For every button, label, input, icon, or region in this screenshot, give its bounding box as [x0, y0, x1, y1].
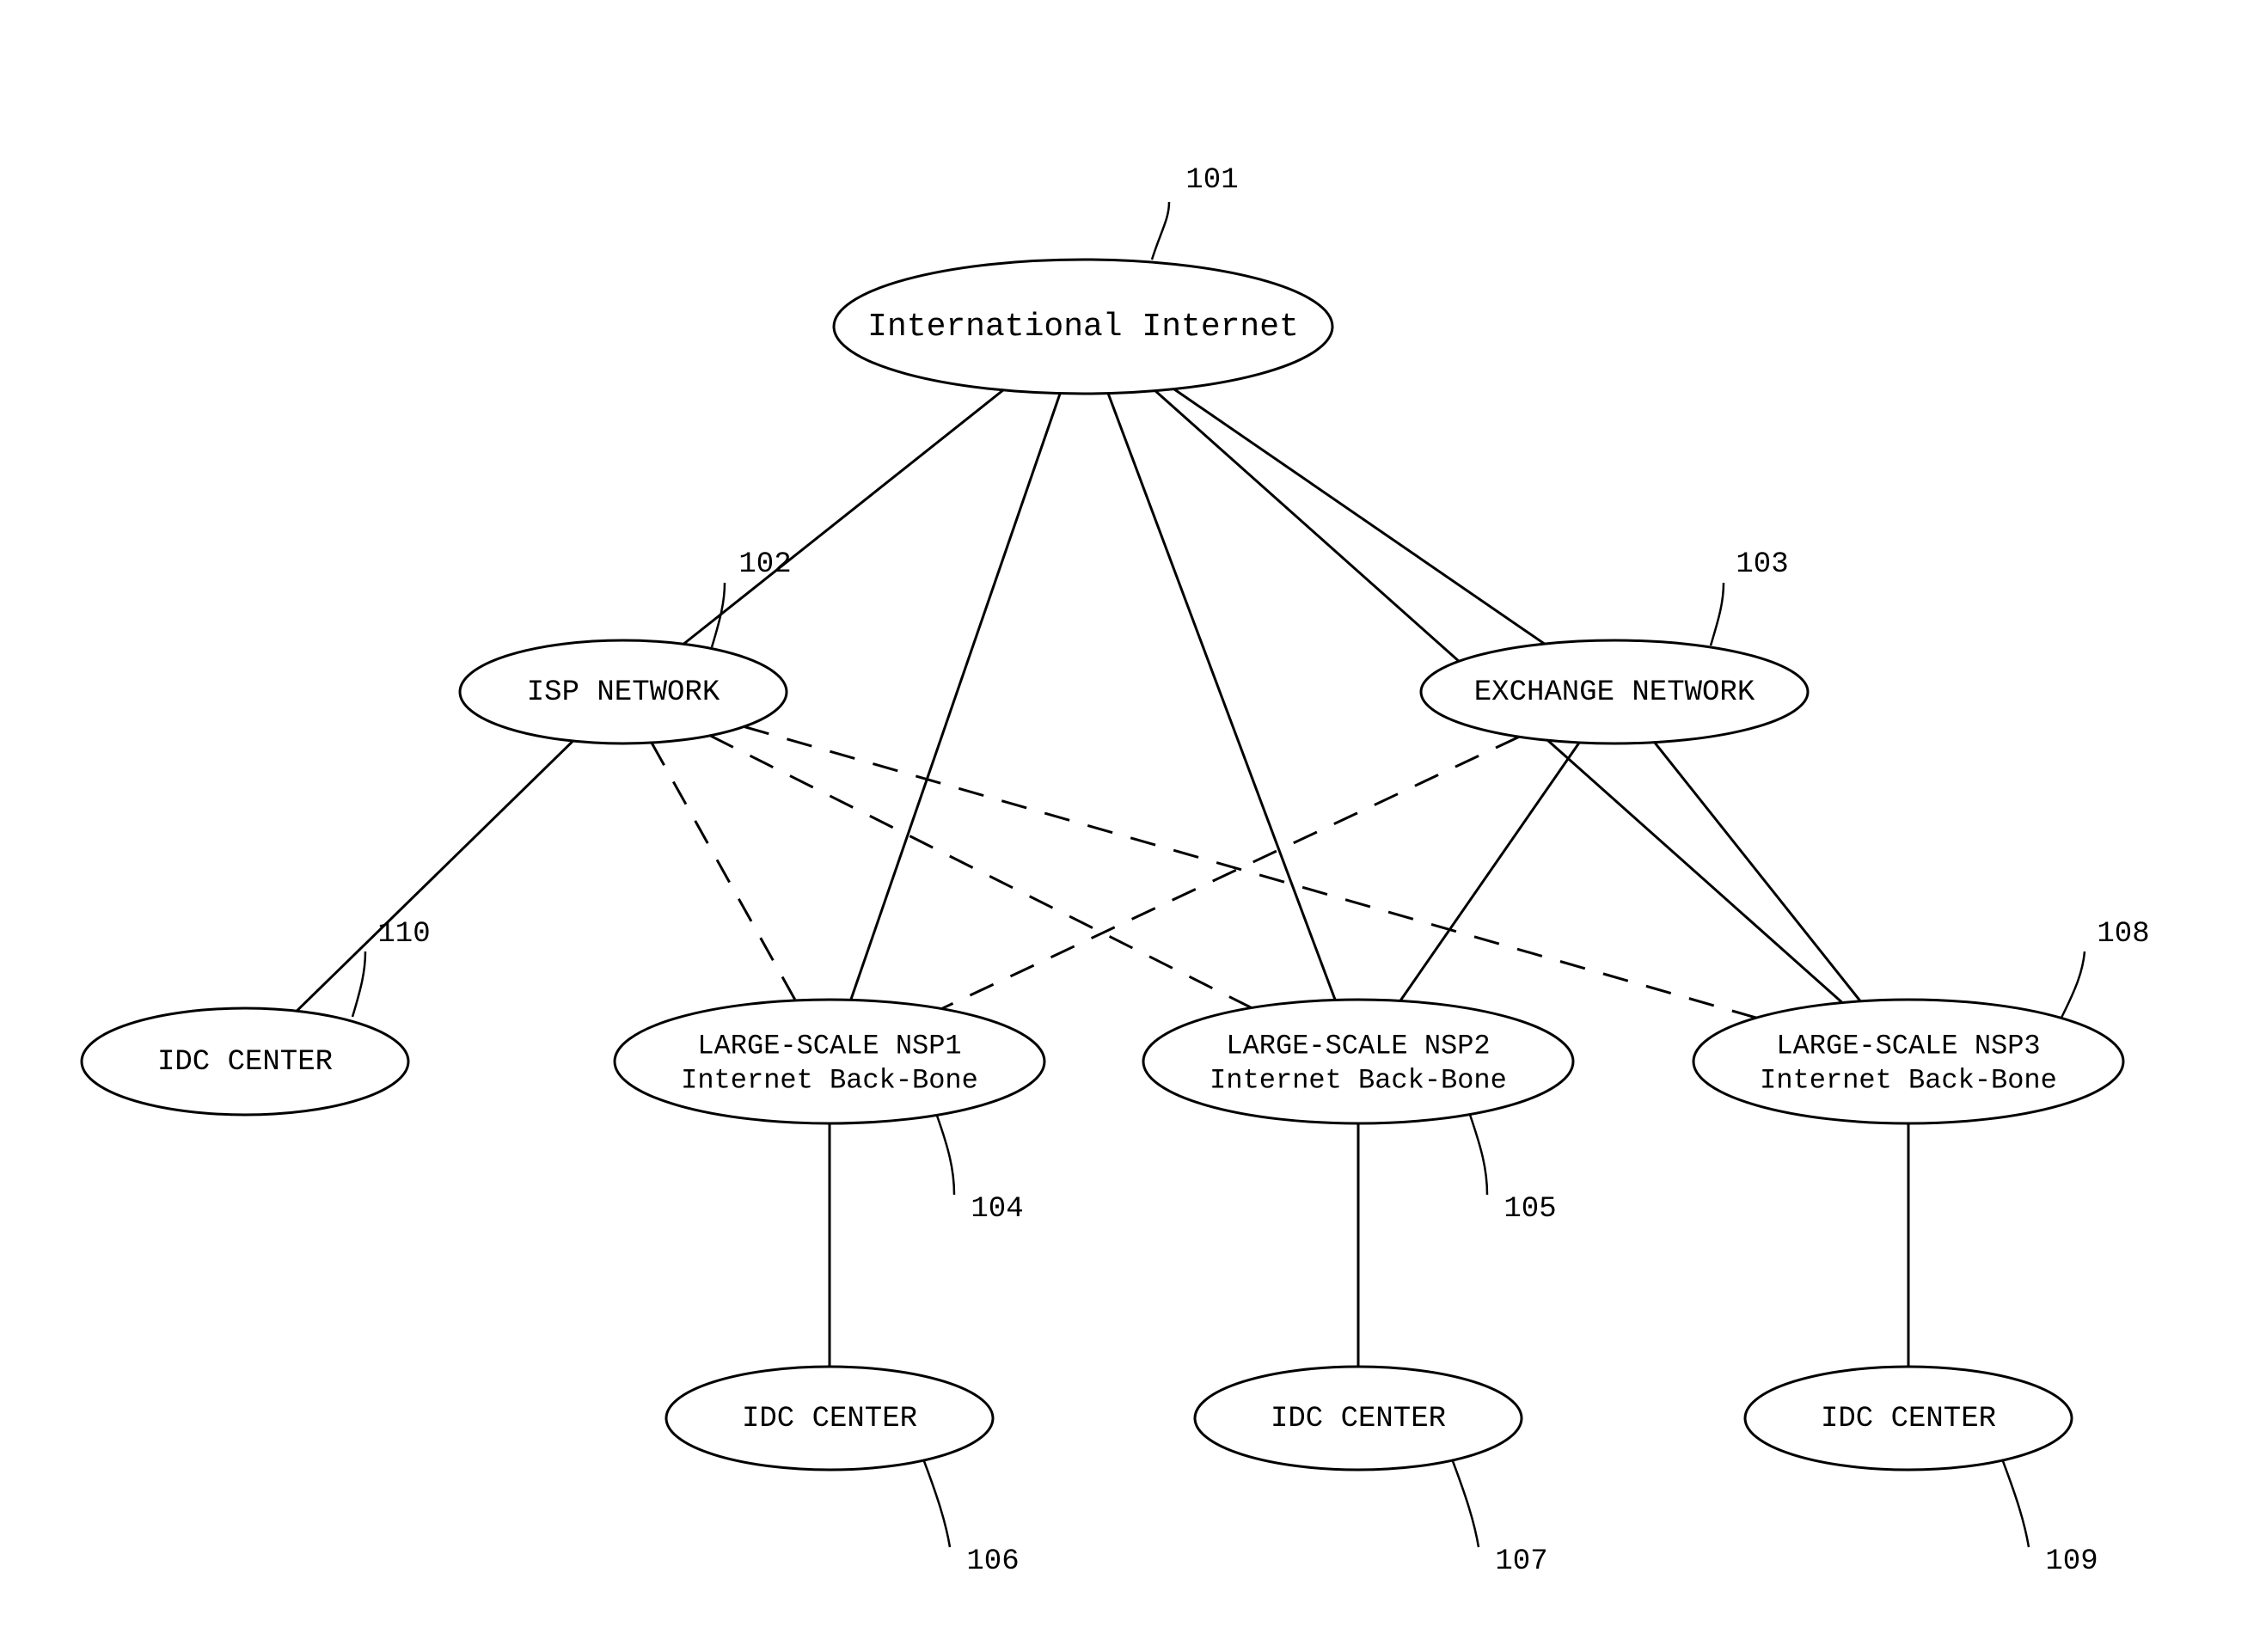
edge-n101-n102	[683, 390, 1003, 644]
node-n108: LARGE-SCALE NSP3Internet Back-Bone	[1693, 1000, 2123, 1123]
edges-layer	[297, 389, 1908, 1367]
node-label: Internet Back-Bone	[1760, 1064, 2057, 1096]
edge-n101-n105	[1108, 394, 1335, 1000]
leader-n108	[2061, 951, 2085, 1018]
ref-label-110: 110	[377, 918, 430, 951]
node-n102: ISP NETWORK	[460, 640, 787, 743]
node-n110: IDC CENTER	[82, 1008, 408, 1115]
ref-label-101: 101	[1185, 164, 1238, 197]
node-label: LARGE-SCALE NSP1	[697, 1030, 961, 1062]
ref-label-104: 104	[971, 1193, 1023, 1226]
leader-n110	[352, 951, 365, 1017]
node-n107: IDC CENTER	[1195, 1367, 1522, 1470]
node-n109: IDC CENTER	[1745, 1367, 2072, 1470]
leader-n109	[2003, 1461, 2029, 1547]
edge-n101-n104	[851, 394, 1060, 1000]
node-label: ISP NETWORK	[527, 676, 720, 709]
node-label: IDC CENTER	[1821, 1403, 1996, 1435]
node-label: Internet Back-Bone	[681, 1064, 978, 1096]
ref-label-106: 106	[966, 1545, 1019, 1578]
edge-n102-n110	[297, 741, 573, 1011]
edge-n101-n103	[1174, 389, 1545, 644]
ref-label-107: 107	[1495, 1545, 1547, 1578]
edge-n103-n104	[941, 737, 1519, 1008]
edge-n103-n108	[1655, 743, 1860, 1001]
node-n104: LARGE-SCALE NSP1Internet Back-Bone	[615, 1000, 1044, 1123]
node-n101: International Internet	[834, 260, 1332, 394]
ref-label-102: 102	[738, 548, 791, 581]
leader-n104	[937, 1116, 954, 1195]
network-diagram: International Internet ISP NETWORK EXCHANG…	[0, 0, 2266, 1652]
node-label: LARGE-SCALE NSP2	[1226, 1030, 1490, 1062]
leader-n103	[1711, 583, 1724, 646]
ref-label-109: 109	[2045, 1545, 2098, 1578]
ref-label-108: 108	[2097, 918, 2149, 951]
leader-n107	[1453, 1461, 1479, 1547]
leader-n101	[1152, 202, 1169, 260]
node-label: IDC CENTER	[157, 1046, 333, 1079]
nodes-layer: International Internet ISP NETWORK EXCHANG…	[82, 260, 2123, 1470]
node-label: EXCHANGE NETWORK	[1474, 676, 1755, 709]
node-n103: EXCHANGE NETWORK	[1421, 640, 1808, 743]
leader-n106	[924, 1461, 950, 1547]
edge-n102-n105	[710, 736, 1252, 1008]
ref-label-103: 103	[1736, 548, 1788, 581]
node-label: IDC CENTER	[1271, 1403, 1446, 1435]
node-label: Internet Back-Bone	[1210, 1064, 1507, 1096]
node-n105: LARGE-SCALE NSP2Internet Back-Bone	[1143, 1000, 1573, 1123]
ref-label-105: 105	[1504, 1193, 1556, 1226]
node-label: International Internet	[867, 309, 1299, 346]
edge-n102-n104	[652, 743, 795, 1000]
node-n106: IDC CENTER	[666, 1367, 993, 1470]
node-label: IDC CENTER	[742, 1403, 917, 1435]
leader-n105	[1470, 1115, 1487, 1195]
node-label: LARGE-SCALE NSP3	[1776, 1030, 2040, 1062]
